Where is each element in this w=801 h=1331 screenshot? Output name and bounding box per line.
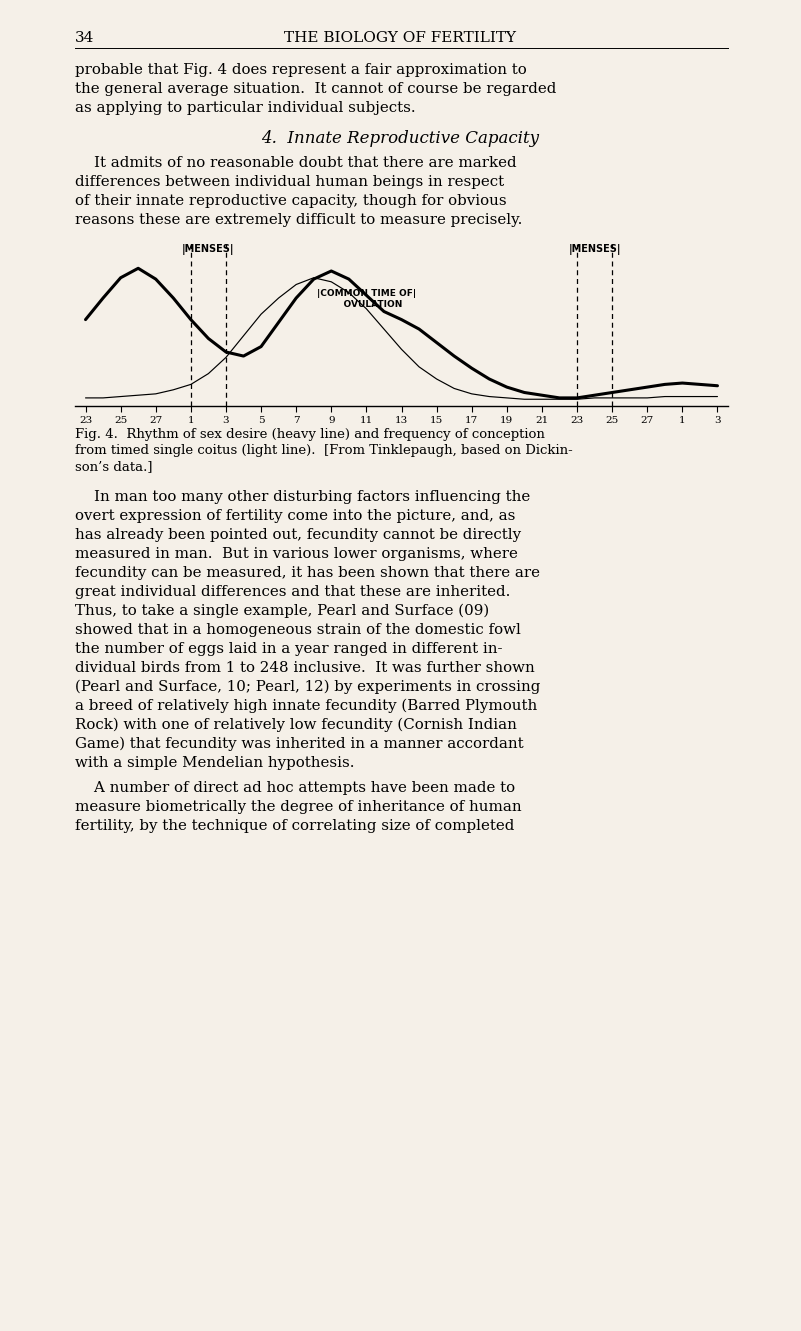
Text: probable that Fig. 4 does represent a fair approximation to: probable that Fig. 4 does represent a fa… bbox=[75, 63, 527, 77]
Text: |MENSES|: |MENSES| bbox=[569, 244, 621, 254]
Text: Game) that fecundity was inherited in a manner accordant: Game) that fecundity was inherited in a … bbox=[75, 737, 524, 752]
Text: differences between individual human beings in respect: differences between individual human bei… bbox=[75, 174, 504, 189]
Text: 4.  Innate Reproductive Capacity: 4. Innate Reproductive Capacity bbox=[261, 130, 539, 146]
Text: great individual differences and that these are inherited.: great individual differences and that th… bbox=[75, 586, 510, 599]
Text: Rock) with one of relatively low fecundity (Cornish Indian: Rock) with one of relatively low fecundi… bbox=[75, 717, 517, 732]
Text: son’s data.]: son’s data.] bbox=[75, 461, 152, 473]
Text: overt expression of fertility come into the picture, and, as: overt expression of fertility come into … bbox=[75, 508, 515, 523]
Text: (Pearl and Surface, 10; Pearl, 12) by experiments in crossing: (Pearl and Surface, 10; Pearl, 12) by ex… bbox=[75, 680, 541, 695]
Text: dividual birds from 1 to 248 inclusive.  It was further shown: dividual birds from 1 to 248 inclusive. … bbox=[75, 662, 535, 675]
Text: a breed of relatively high innate fecundity (Barred Plymouth: a breed of relatively high innate fecund… bbox=[75, 699, 537, 713]
Text: Thus, to take a single example, Pearl and Surface (09): Thus, to take a single example, Pearl an… bbox=[75, 604, 489, 619]
Text: with a simple Mendelian hypothesis.: with a simple Mendelian hypothesis. bbox=[75, 756, 355, 771]
Text: the number of eggs laid in a year ranged in different in-: the number of eggs laid in a year ranged… bbox=[75, 642, 502, 656]
Text: has already been pointed out, fecundity cannot be directly: has already been pointed out, fecundity … bbox=[75, 528, 521, 542]
Text: Fig. 4.  Rhythm of sex desire (heavy line) and frequency of conception: Fig. 4. Rhythm of sex desire (heavy line… bbox=[75, 429, 545, 441]
Text: 34: 34 bbox=[75, 31, 95, 45]
Text: measured in man.  But in various lower organisms, where: measured in man. But in various lower or… bbox=[75, 547, 518, 560]
Text: |COMMON TIME OF|
    OVULATION: |COMMON TIME OF| OVULATION bbox=[317, 289, 416, 309]
Text: fecundity can be measured, it has been shown that there are: fecundity can be measured, it has been s… bbox=[75, 566, 540, 580]
Text: from timed single coitus (light line).  [From Tinklepaugh, based on Dickin-: from timed single coitus (light line). [… bbox=[75, 445, 573, 457]
Text: reasons these are extremely difficult to measure precisely.: reasons these are extremely difficult to… bbox=[75, 213, 522, 228]
Text: showed that in a homogeneous strain of the domestic fowl: showed that in a homogeneous strain of t… bbox=[75, 623, 521, 638]
Text: as applying to particular individual subjects.: as applying to particular individual sub… bbox=[75, 101, 416, 114]
Text: fertility, by the technique of correlating size of completed: fertility, by the technique of correlati… bbox=[75, 819, 514, 833]
Text: of their innate reproductive capacity, though for obvious: of their innate reproductive capacity, t… bbox=[75, 194, 506, 208]
Text: A number of direct ad hoc attempts have been made to: A number of direct ad hoc attempts have … bbox=[75, 781, 515, 795]
Text: the general average situation.  It cannot of course be regarded: the general average situation. It cannot… bbox=[75, 83, 557, 96]
Text: THE BIOLOGY OF FERTILITY: THE BIOLOGY OF FERTILITY bbox=[284, 31, 516, 45]
Text: measure biometrically the degree of inheritance of human: measure biometrically the degree of inhe… bbox=[75, 800, 521, 815]
Text: |MENSES|: |MENSES| bbox=[182, 244, 235, 254]
Text: It admits of no reasonable doubt that there are marked: It admits of no reasonable doubt that th… bbox=[75, 156, 517, 170]
Text: In man too many other disturbing factors influencing the: In man too many other disturbing factors… bbox=[75, 490, 530, 504]
